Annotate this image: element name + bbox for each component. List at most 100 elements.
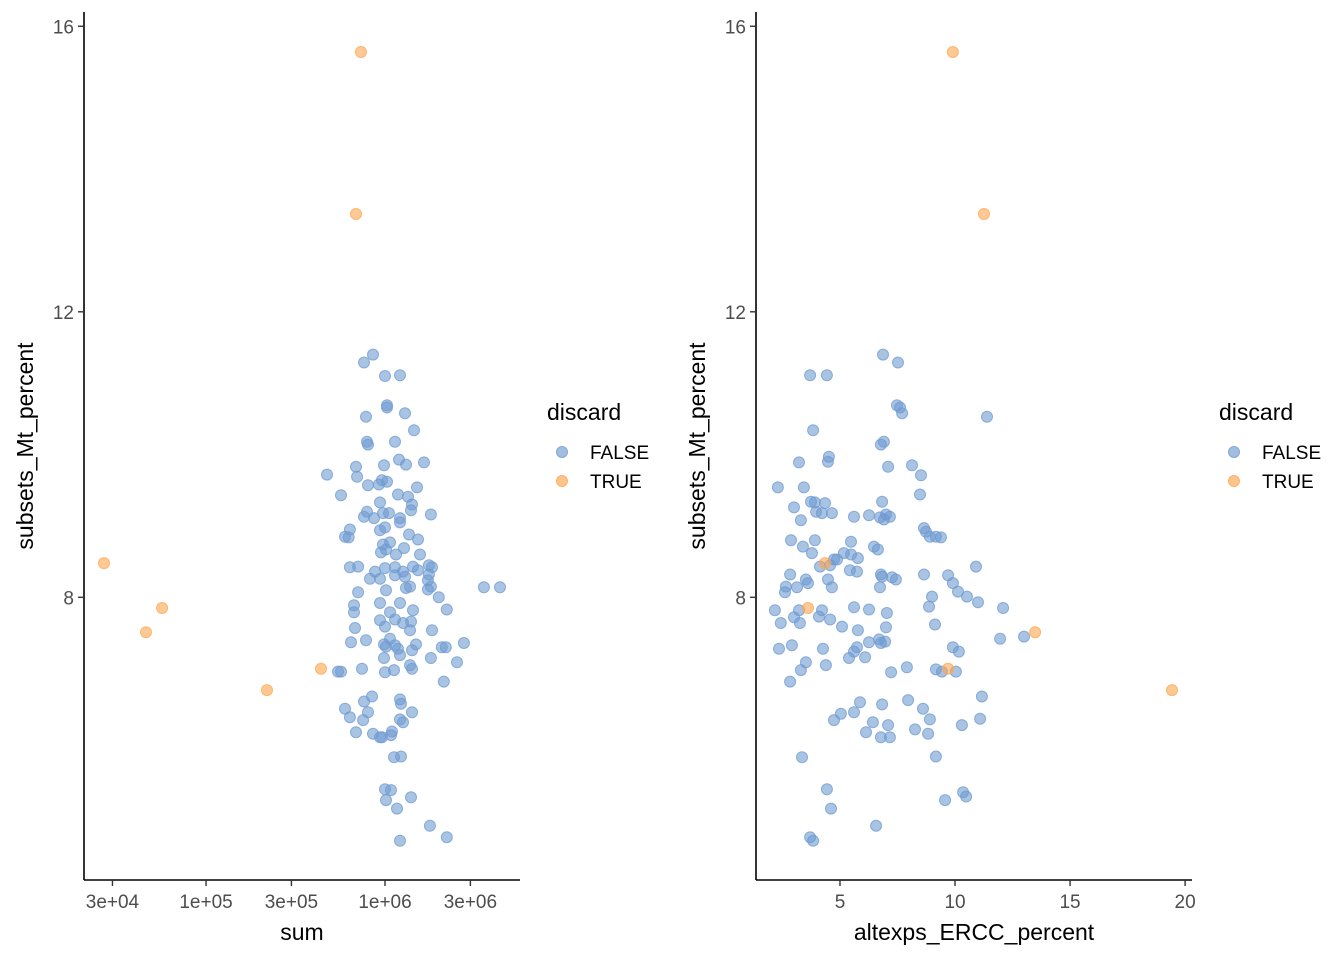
- point-false: [952, 645, 965, 658]
- point-false: [394, 369, 406, 382]
- x-tick-label: 3e+06: [444, 892, 497, 913]
- y-tick-label: 8: [735, 588, 746, 609]
- point-false: [824, 613, 837, 626]
- legend-key-true: [556, 475, 568, 487]
- point-false: [917, 702, 929, 715]
- y-tick-label: 16: [53, 17, 74, 38]
- point-false: [797, 481, 810, 494]
- legend: discard FALSE TRUE: [547, 399, 649, 493]
- point-false: [412, 533, 424, 546]
- point-false: [961, 590, 973, 603]
- point-false: [822, 455, 834, 468]
- point-false: [997, 602, 1010, 614]
- point-false: [399, 570, 411, 583]
- legend-key-true: [1228, 475, 1240, 487]
- point-false: [843, 652, 855, 664]
- point-false: [874, 637, 887, 649]
- point-false: [807, 834, 820, 847]
- point-false: [394, 516, 406, 529]
- point-false: [885, 666, 898, 679]
- panel-ercc: 5 10 15 20 8 12 16 altexps_ERCC_percent subset…: [684, 12, 1321, 945]
- point-false: [882, 719, 895, 732]
- point-false: [923, 713, 936, 726]
- point-false: [356, 662, 368, 675]
- point-false: [394, 713, 406, 726]
- points-layer: [768, 46, 1178, 847]
- point-false: [981, 410, 993, 423]
- point-false: [386, 725, 398, 738]
- point-true: [802, 602, 814, 614]
- point-false: [345, 636, 357, 649]
- point-false: [804, 369, 817, 382]
- point-false: [863, 603, 875, 616]
- point-false: [360, 634, 372, 647]
- point-false: [335, 665, 347, 678]
- x-tick-label: 1e+06: [358, 892, 411, 913]
- point-false: [896, 407, 909, 420]
- point-false: [955, 719, 968, 732]
- point-false: [920, 525, 932, 538]
- legend-title: discard: [1219, 399, 1293, 425]
- point-false: [400, 458, 412, 471]
- point-false: [882, 460, 895, 473]
- point-false: [994, 632, 1007, 645]
- point-false: [424, 652, 437, 664]
- point-false: [816, 507, 828, 520]
- point-false: [321, 468, 333, 481]
- x-tick-label: 3e+04: [86, 892, 140, 913]
- point-false: [418, 456, 430, 469]
- point-false: [819, 497, 831, 510]
- x-axis-title: altexps_ERCC_percent: [854, 919, 1095, 945]
- point-true: [942, 662, 955, 675]
- point-false: [825, 802, 837, 815]
- point-false: [848, 706, 860, 719]
- point-false: [405, 791, 417, 804]
- point-false: [784, 675, 797, 688]
- point-false: [871, 543, 884, 556]
- point-false: [960, 790, 973, 803]
- point-false: [348, 606, 360, 619]
- point-false: [939, 794, 952, 807]
- point-false: [922, 727, 935, 740]
- point-false: [851, 624, 864, 637]
- point-false: [421, 583, 434, 596]
- point-false: [794, 514, 807, 527]
- point-false: [793, 617, 806, 629]
- point-true: [819, 557, 831, 570]
- point-true: [315, 662, 327, 675]
- point-false: [406, 662, 418, 675]
- point-false: [389, 569, 401, 582]
- point-false: [788, 501, 800, 514]
- point-false: [926, 590, 938, 603]
- legend-label-true: TRUE: [1262, 472, 1314, 493]
- point-false: [860, 726, 872, 739]
- point-false: [880, 607, 893, 619]
- point-true: [261, 684, 273, 697]
- point-false: [918, 568, 930, 581]
- point-false: [343, 711, 356, 724]
- point-false: [390, 548, 402, 561]
- point-false: [935, 531, 947, 544]
- point-false: [1018, 630, 1030, 643]
- x-tick-label: 15: [1059, 892, 1080, 913]
- point-false: [406, 706, 418, 719]
- legend-key-false: [1228, 446, 1240, 458]
- point-false: [383, 507, 395, 520]
- point-false: [880, 621, 892, 634]
- point-false: [335, 489, 347, 502]
- point-false: [851, 552, 864, 565]
- point-false: [791, 581, 803, 594]
- point-false: [385, 784, 397, 797]
- point-false: [848, 510, 860, 523]
- point-false: [342, 531, 355, 544]
- point-false: [375, 546, 387, 559]
- point-false: [389, 639, 401, 652]
- point-false: [892, 356, 904, 369]
- point-false: [432, 591, 445, 604]
- point-false: [411, 481, 423, 494]
- point-false: [423, 819, 436, 832]
- point-false: [859, 651, 872, 664]
- point-false: [378, 459, 390, 472]
- point-false: [845, 535, 857, 548]
